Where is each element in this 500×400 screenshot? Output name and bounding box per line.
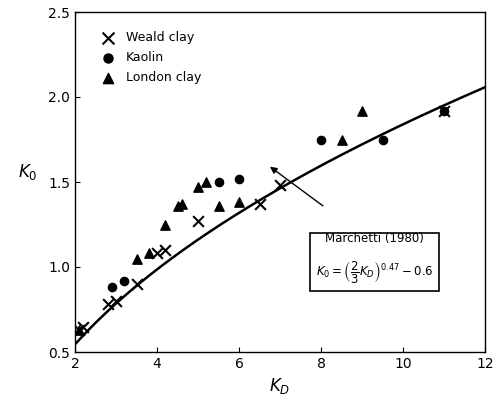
London clay [194, 184, 202, 190]
London clay [132, 255, 140, 262]
Kaolin [120, 278, 128, 284]
X-axis label: $K_D$: $K_D$ [270, 376, 290, 396]
Weald clay [79, 323, 87, 330]
London clay [214, 202, 222, 209]
Weald clay [132, 281, 140, 287]
Weald clay [153, 250, 161, 257]
Kaolin [440, 108, 448, 114]
London clay [202, 179, 210, 185]
London clay [235, 199, 243, 206]
London clay [178, 201, 186, 207]
Kaolin [317, 136, 325, 143]
London clay [161, 221, 169, 228]
Weald clay [194, 218, 202, 224]
London clay [338, 136, 345, 143]
Weald clay [276, 182, 284, 189]
Kaolin [214, 179, 222, 185]
Weald clay [440, 108, 448, 114]
Y-axis label: $K_0$: $K_0$ [18, 162, 37, 182]
Weald clay [112, 298, 120, 304]
London clay [75, 327, 83, 333]
Weald clay [256, 201, 264, 207]
Kaolin [235, 175, 243, 182]
Text: Marchetti (1980)
$K_0 = \left(\dfrac{2}{3}K_D\right)^{0.47} - 0.6$: Marchetti (1980) $K_0 = \left(\dfrac{2}{… [316, 232, 433, 285]
Weald clay [161, 247, 169, 253]
Weald clay [75, 327, 83, 333]
London clay [145, 250, 153, 257]
London clay [358, 108, 366, 114]
Kaolin [378, 136, 386, 143]
London clay [174, 202, 182, 209]
Kaolin [108, 284, 116, 290]
Weald clay [104, 301, 112, 308]
Legend: Weald clay, Kaolin, London clay: Weald clay, Kaolin, London clay [90, 25, 208, 90]
